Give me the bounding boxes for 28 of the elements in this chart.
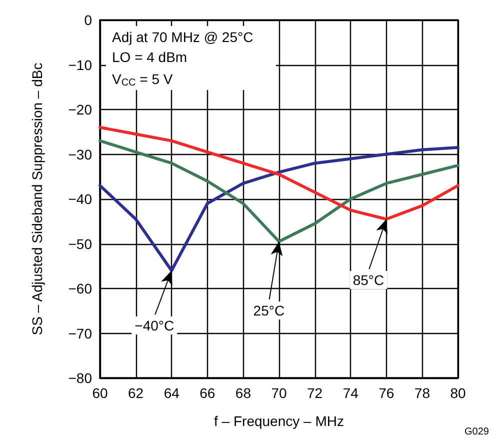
x-tick-label: 68 xyxy=(235,385,252,401)
y-tick-label: −70 xyxy=(68,325,92,342)
x-tick-label: 66 xyxy=(200,385,216,401)
x-tick-label: 72 xyxy=(307,385,323,401)
text: G029 xyxy=(464,426,490,438)
y-tick-label: −20 xyxy=(68,102,92,118)
x-axis-title: f – Frequency – MHz xyxy=(214,413,344,429)
y-tick-label: −80 xyxy=(68,370,92,386)
annotation: LO = 4 dBm xyxy=(112,49,188,65)
y-tick-label: −10 xyxy=(68,56,92,73)
y-axis-title: SS – Adjusted Sideband Suppression – dBc xyxy=(29,62,45,336)
y-tick-label: −30 xyxy=(68,146,92,162)
annotation: −40°C xyxy=(134,317,174,334)
x-tick-label: 76 xyxy=(378,385,394,401)
y-tick-label: −40 xyxy=(68,191,92,207)
x-tick-label: 80 xyxy=(450,385,466,401)
y-tick-label: −50 xyxy=(68,236,92,252)
y-tick-label: 0 xyxy=(84,12,92,28)
x-tick-label: 74 xyxy=(342,385,359,401)
x-tick-label: 60 xyxy=(92,385,108,401)
x-tick-label: 62 xyxy=(128,385,144,401)
y-tick-label: −60 xyxy=(68,280,92,296)
annotation: Adj at 70 MHz @ 25°C xyxy=(112,29,254,45)
annotation: 25°C xyxy=(253,302,285,318)
x-tick-label: 78 xyxy=(414,385,430,401)
x-tick-label: 64 xyxy=(164,385,180,401)
x-tick-label: 70 xyxy=(271,385,287,401)
annotation: 85°C xyxy=(352,272,384,288)
